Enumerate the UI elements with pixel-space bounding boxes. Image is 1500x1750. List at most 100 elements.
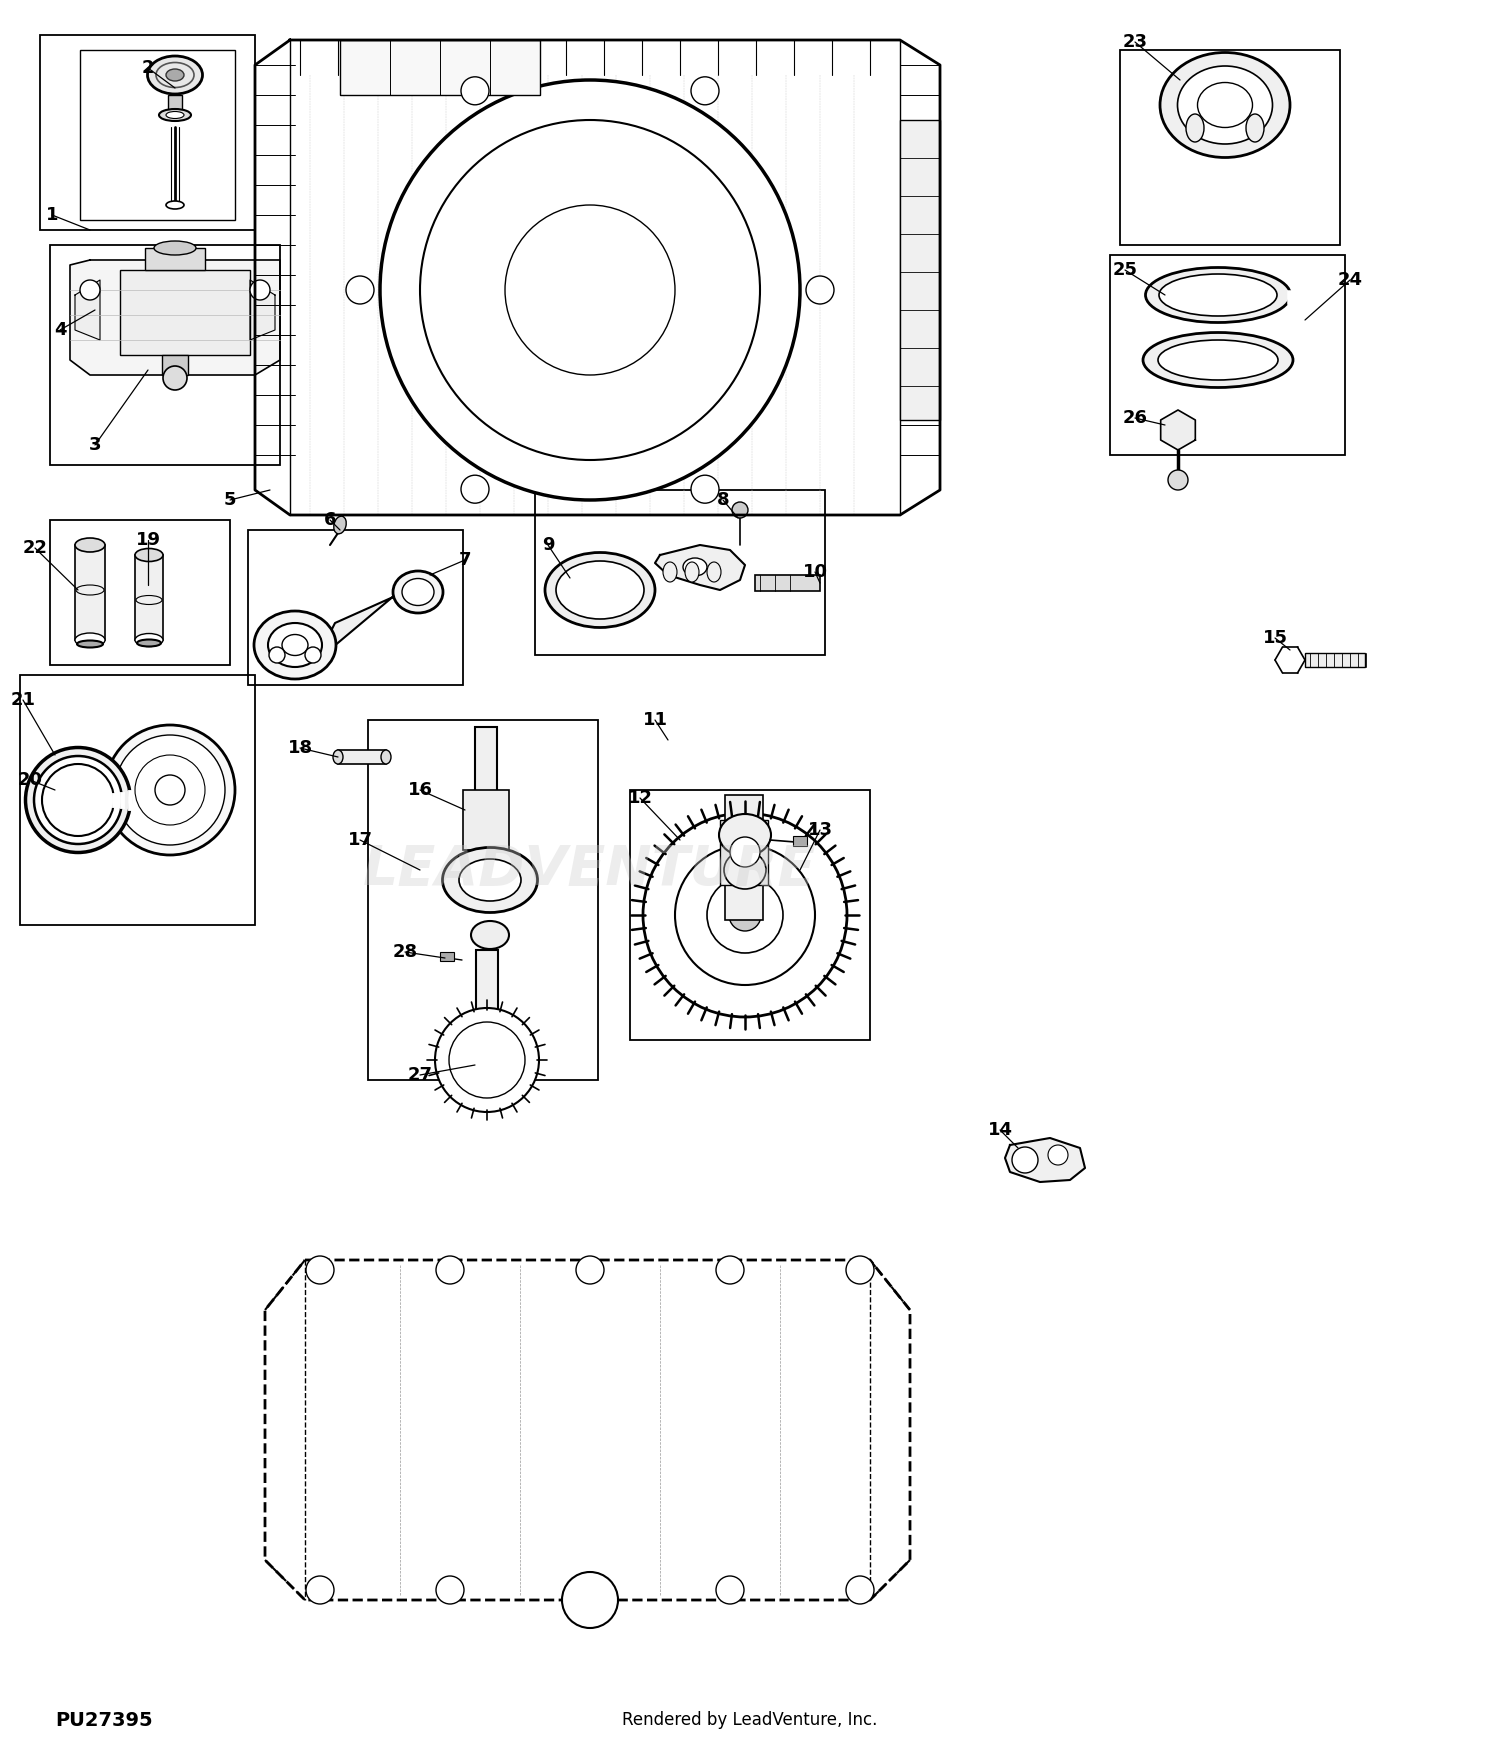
Ellipse shape bbox=[459, 859, 520, 901]
Circle shape bbox=[562, 1572, 618, 1628]
Ellipse shape bbox=[471, 920, 509, 948]
Circle shape bbox=[732, 502, 748, 518]
Circle shape bbox=[1168, 471, 1188, 490]
Circle shape bbox=[576, 1577, 604, 1605]
Ellipse shape bbox=[147, 56, 202, 94]
Polygon shape bbox=[251, 280, 274, 340]
Ellipse shape bbox=[663, 562, 676, 583]
Ellipse shape bbox=[556, 562, 644, 620]
Circle shape bbox=[251, 280, 270, 299]
Circle shape bbox=[1048, 1144, 1068, 1166]
Polygon shape bbox=[1161, 410, 1196, 450]
Circle shape bbox=[1013, 1146, 1038, 1172]
Ellipse shape bbox=[402, 579, 433, 605]
Text: 27: 27 bbox=[408, 1066, 432, 1083]
Circle shape bbox=[846, 1256, 874, 1284]
Ellipse shape bbox=[166, 201, 184, 208]
Ellipse shape bbox=[686, 562, 699, 583]
Ellipse shape bbox=[26, 747, 130, 852]
Text: 2: 2 bbox=[141, 60, 154, 77]
Ellipse shape bbox=[1178, 66, 1272, 144]
Circle shape bbox=[806, 276, 834, 304]
Text: 13: 13 bbox=[807, 821, 832, 838]
Text: 21: 21 bbox=[10, 691, 36, 709]
Bar bbox=[80, 51, 236, 220]
Text: 9: 9 bbox=[542, 536, 555, 555]
Circle shape bbox=[706, 877, 783, 954]
Circle shape bbox=[268, 648, 285, 663]
Bar bbox=[476, 726, 496, 882]
Bar bbox=[120, 270, 250, 355]
Polygon shape bbox=[330, 584, 420, 648]
Bar bbox=[440, 952, 454, 961]
Text: 11: 11 bbox=[642, 710, 668, 730]
Ellipse shape bbox=[393, 570, 442, 612]
Ellipse shape bbox=[1246, 114, 1264, 142]
Ellipse shape bbox=[76, 640, 104, 648]
Circle shape bbox=[436, 1256, 463, 1284]
Circle shape bbox=[164, 366, 188, 390]
Bar bbox=[754, 576, 820, 592]
Bar bbox=[50, 245, 280, 466]
Text: 18: 18 bbox=[288, 738, 312, 758]
Ellipse shape bbox=[116, 735, 225, 845]
Bar bbox=[368, 719, 598, 1080]
Ellipse shape bbox=[682, 558, 706, 576]
Ellipse shape bbox=[1160, 275, 1276, 317]
Ellipse shape bbox=[1197, 82, 1252, 128]
Text: 22: 22 bbox=[22, 539, 48, 556]
Circle shape bbox=[420, 121, 760, 460]
Ellipse shape bbox=[442, 847, 537, 912]
Bar bbox=[464, 789, 509, 850]
Ellipse shape bbox=[718, 814, 771, 856]
Polygon shape bbox=[255, 40, 940, 514]
Bar bbox=[536, 490, 825, 654]
Ellipse shape bbox=[254, 611, 336, 679]
Text: 26: 26 bbox=[1122, 410, 1148, 427]
Ellipse shape bbox=[544, 553, 656, 628]
Text: 10: 10 bbox=[802, 564, 828, 581]
Circle shape bbox=[675, 845, 814, 985]
Circle shape bbox=[460, 77, 489, 105]
Text: 8: 8 bbox=[717, 492, 729, 509]
Ellipse shape bbox=[1160, 52, 1290, 158]
Bar bbox=[248, 530, 464, 684]
Bar bbox=[135, 555, 164, 640]
Circle shape bbox=[576, 1256, 604, 1284]
Bar bbox=[162, 355, 188, 374]
Text: 1: 1 bbox=[45, 206, 58, 224]
Bar bbox=[1305, 653, 1365, 667]
Bar bbox=[900, 121, 940, 420]
Circle shape bbox=[730, 836, 760, 866]
Text: 19: 19 bbox=[135, 530, 160, 550]
Circle shape bbox=[644, 814, 848, 1017]
Ellipse shape bbox=[1158, 340, 1278, 380]
Ellipse shape bbox=[42, 765, 114, 836]
Circle shape bbox=[435, 1008, 538, 1111]
Bar bbox=[20, 676, 255, 926]
Bar bbox=[1110, 255, 1346, 455]
Circle shape bbox=[80, 280, 100, 299]
Ellipse shape bbox=[159, 108, 190, 121]
Ellipse shape bbox=[105, 724, 236, 856]
Text: PU27395: PU27395 bbox=[56, 1710, 153, 1729]
Ellipse shape bbox=[136, 639, 160, 646]
Circle shape bbox=[460, 476, 489, 504]
Bar bbox=[75, 544, 105, 640]
Text: LEADVENTURE: LEADVENTURE bbox=[363, 844, 816, 898]
Bar bbox=[146, 248, 206, 270]
Circle shape bbox=[448, 1022, 525, 1097]
Bar bbox=[720, 821, 768, 886]
Ellipse shape bbox=[135, 754, 206, 824]
Bar bbox=[476, 950, 498, 1066]
Circle shape bbox=[346, 276, 374, 304]
Ellipse shape bbox=[282, 635, 308, 656]
Ellipse shape bbox=[154, 242, 196, 256]
Bar bbox=[340, 40, 540, 94]
Circle shape bbox=[380, 80, 800, 500]
Circle shape bbox=[306, 1577, 334, 1605]
Text: 20: 20 bbox=[18, 772, 42, 789]
Text: 14: 14 bbox=[987, 1122, 1012, 1139]
Text: Rendered by LeadVenture, Inc.: Rendered by LeadVenture, Inc. bbox=[622, 1712, 878, 1729]
Bar bbox=[168, 94, 182, 114]
